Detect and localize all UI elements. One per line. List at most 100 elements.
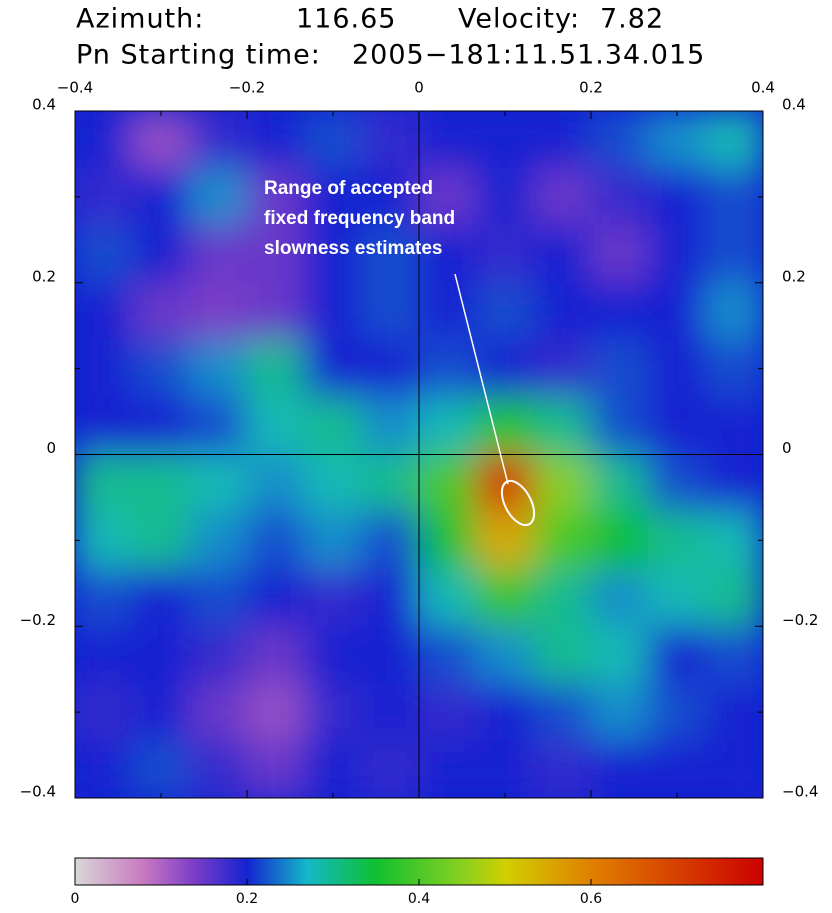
heat-cell (75, 167, 133, 226)
heat-cell (131, 167, 191, 226)
heat-cell (418, 568, 477, 627)
heat-cell (246, 683, 305, 742)
heat-cell (590, 282, 649, 341)
heat-cell (647, 683, 707, 742)
x-tick-label: −0.2 (229, 79, 265, 97)
heat-cell (189, 454, 248, 513)
heat-cell (418, 396, 477, 455)
heat-cell (418, 282, 477, 341)
x-tick-label: 0.2 (579, 79, 603, 97)
title-text: 116.65 (296, 4, 396, 35)
heat-cell (705, 396, 763, 455)
title-text: 2005−181:11.51.34.015 (352, 40, 705, 71)
heat-cell (361, 683, 420, 742)
heat-cell (475, 683, 535, 742)
heat-cell (361, 111, 420, 169)
heat-cell (418, 625, 477, 684)
heat-cell (475, 167, 535, 226)
title-text: Pn Starting time: (76, 40, 321, 71)
heat-cell (303, 625, 363, 684)
heat-cell (590, 740, 649, 798)
heat-cell (75, 568, 133, 627)
heat-cell (361, 625, 420, 684)
heat-cell (533, 625, 592, 684)
heat-cell (131, 111, 191, 169)
heat-cell (75, 225, 133, 284)
heat-cell (475, 282, 535, 341)
heat-cell (189, 111, 248, 169)
heat-cell (475, 225, 535, 284)
heat-cell (647, 454, 707, 513)
heat-cell (533, 111, 592, 169)
heat-cell (705, 282, 763, 341)
heat-cell (647, 568, 707, 627)
heat-cell (590, 167, 649, 226)
heat-cell (647, 225, 707, 284)
heat-cell (75, 740, 133, 798)
heat-cell (189, 683, 248, 742)
heat-cell (475, 396, 535, 455)
heat-cell (647, 740, 707, 798)
heat-cell (131, 625, 191, 684)
heat-cell (475, 568, 535, 627)
heat-cell (533, 225, 592, 284)
heat-cell (246, 625, 305, 684)
heat-cell (647, 282, 707, 341)
heat-cell (533, 511, 592, 570)
y-tick-label-right: −0.4 (782, 783, 818, 801)
heat-cell (647, 511, 707, 570)
heat-cell (75, 683, 133, 742)
heat-cell (189, 167, 248, 226)
heat-cell (705, 740, 763, 798)
heat-cell (75, 339, 133, 398)
heat-cell (75, 282, 133, 341)
heat-cell (75, 511, 133, 570)
heat-cell (361, 167, 420, 226)
y-tick-label-right: 0.4 (782, 96, 806, 114)
heat-cell (189, 396, 248, 455)
heat-cell (590, 111, 649, 169)
y-tick-label: −0.4 (20, 783, 56, 801)
x-tick-label: −0.4 (57, 79, 93, 97)
heat-cell (705, 225, 763, 284)
heat-cell (303, 339, 363, 398)
estimate-ellipse (500, 479, 536, 527)
y-tick-label: −0.2 (20, 611, 56, 629)
heat-cell (533, 339, 592, 398)
heat-cell (533, 740, 592, 798)
heat-cell (75, 625, 133, 684)
heat-cell (246, 454, 305, 513)
heat-cell (533, 282, 592, 341)
heat-cell (418, 740, 477, 798)
heat-cell (418, 511, 477, 570)
heat-cell (590, 625, 649, 684)
heat-cell (131, 740, 191, 798)
heat-cell (246, 225, 305, 284)
heat-cell (533, 568, 592, 627)
heat-cell (75, 111, 133, 169)
heat-cell (246, 167, 305, 226)
heat-cell (303, 568, 363, 627)
heat-cell (361, 339, 420, 398)
heat-cell (303, 683, 363, 742)
heat-cell (590, 683, 649, 742)
heat-cell (418, 454, 477, 513)
heat-cell (131, 282, 191, 341)
heat-cell (303, 511, 363, 570)
colorbar-tick-label: 0.2 (236, 891, 258, 907)
heat-cell (705, 511, 763, 570)
heat-cell (189, 511, 248, 570)
heat-cell (418, 225, 477, 284)
heat-cell (246, 339, 305, 398)
heat-cell (303, 225, 363, 284)
heat-cell (131, 454, 191, 513)
heat-cell (647, 167, 707, 226)
heat-cell (705, 683, 763, 742)
heat-cell (361, 282, 420, 341)
heat-cell (303, 167, 363, 226)
heat-cell (189, 740, 248, 798)
heat-cell (131, 683, 191, 742)
y-tick-label: 0.4 (32, 96, 56, 114)
heat-cell (647, 396, 707, 455)
